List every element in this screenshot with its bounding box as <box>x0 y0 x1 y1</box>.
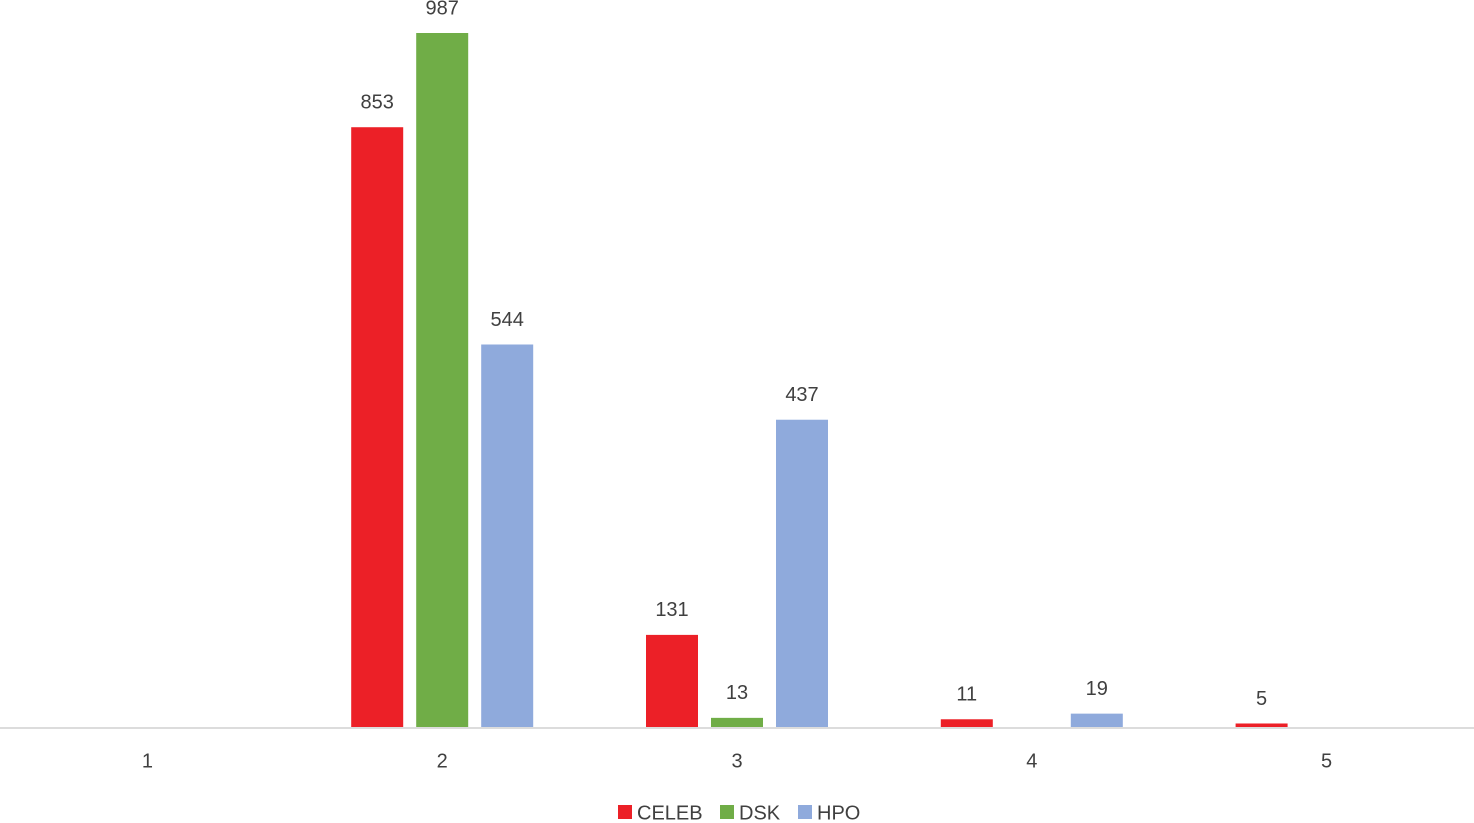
x-tick-label: 5 <box>1321 750 1332 772</box>
bar <box>1070 713 1123 727</box>
data-label: 5 <box>1256 688 1267 710</box>
data-label: 437 <box>785 384 818 406</box>
legend-label: CELEB <box>637 802 703 823</box>
bar <box>711 717 763 727</box>
bar <box>1235 723 1288 727</box>
data-label: 131 <box>655 599 688 621</box>
legend-swatch <box>618 805 632 819</box>
bar <box>481 344 534 727</box>
data-label: 987 <box>426 0 459 19</box>
bar <box>776 419 828 727</box>
legend-label: DSK <box>739 802 781 823</box>
data-label: 853 <box>361 92 394 114</box>
legend-swatch <box>798 805 812 819</box>
data-label: 11 <box>956 684 977 706</box>
x-tick-label: 3 <box>731 750 742 772</box>
data-label: 13 <box>726 682 748 704</box>
x-tick-label: 1 <box>142 750 153 772</box>
x-tick-label: 4 <box>1026 750 1037 772</box>
bar <box>351 127 404 727</box>
bar <box>940 719 993 727</box>
legend-swatch <box>720 805 734 819</box>
data-label: 19 <box>1086 678 1108 700</box>
data-label: 544 <box>491 309 524 331</box>
bar <box>416 33 469 727</box>
legend-label: HPO <box>817 802 860 823</box>
bar <box>646 634 698 727</box>
x-tick-label: 2 <box>437 750 448 772</box>
